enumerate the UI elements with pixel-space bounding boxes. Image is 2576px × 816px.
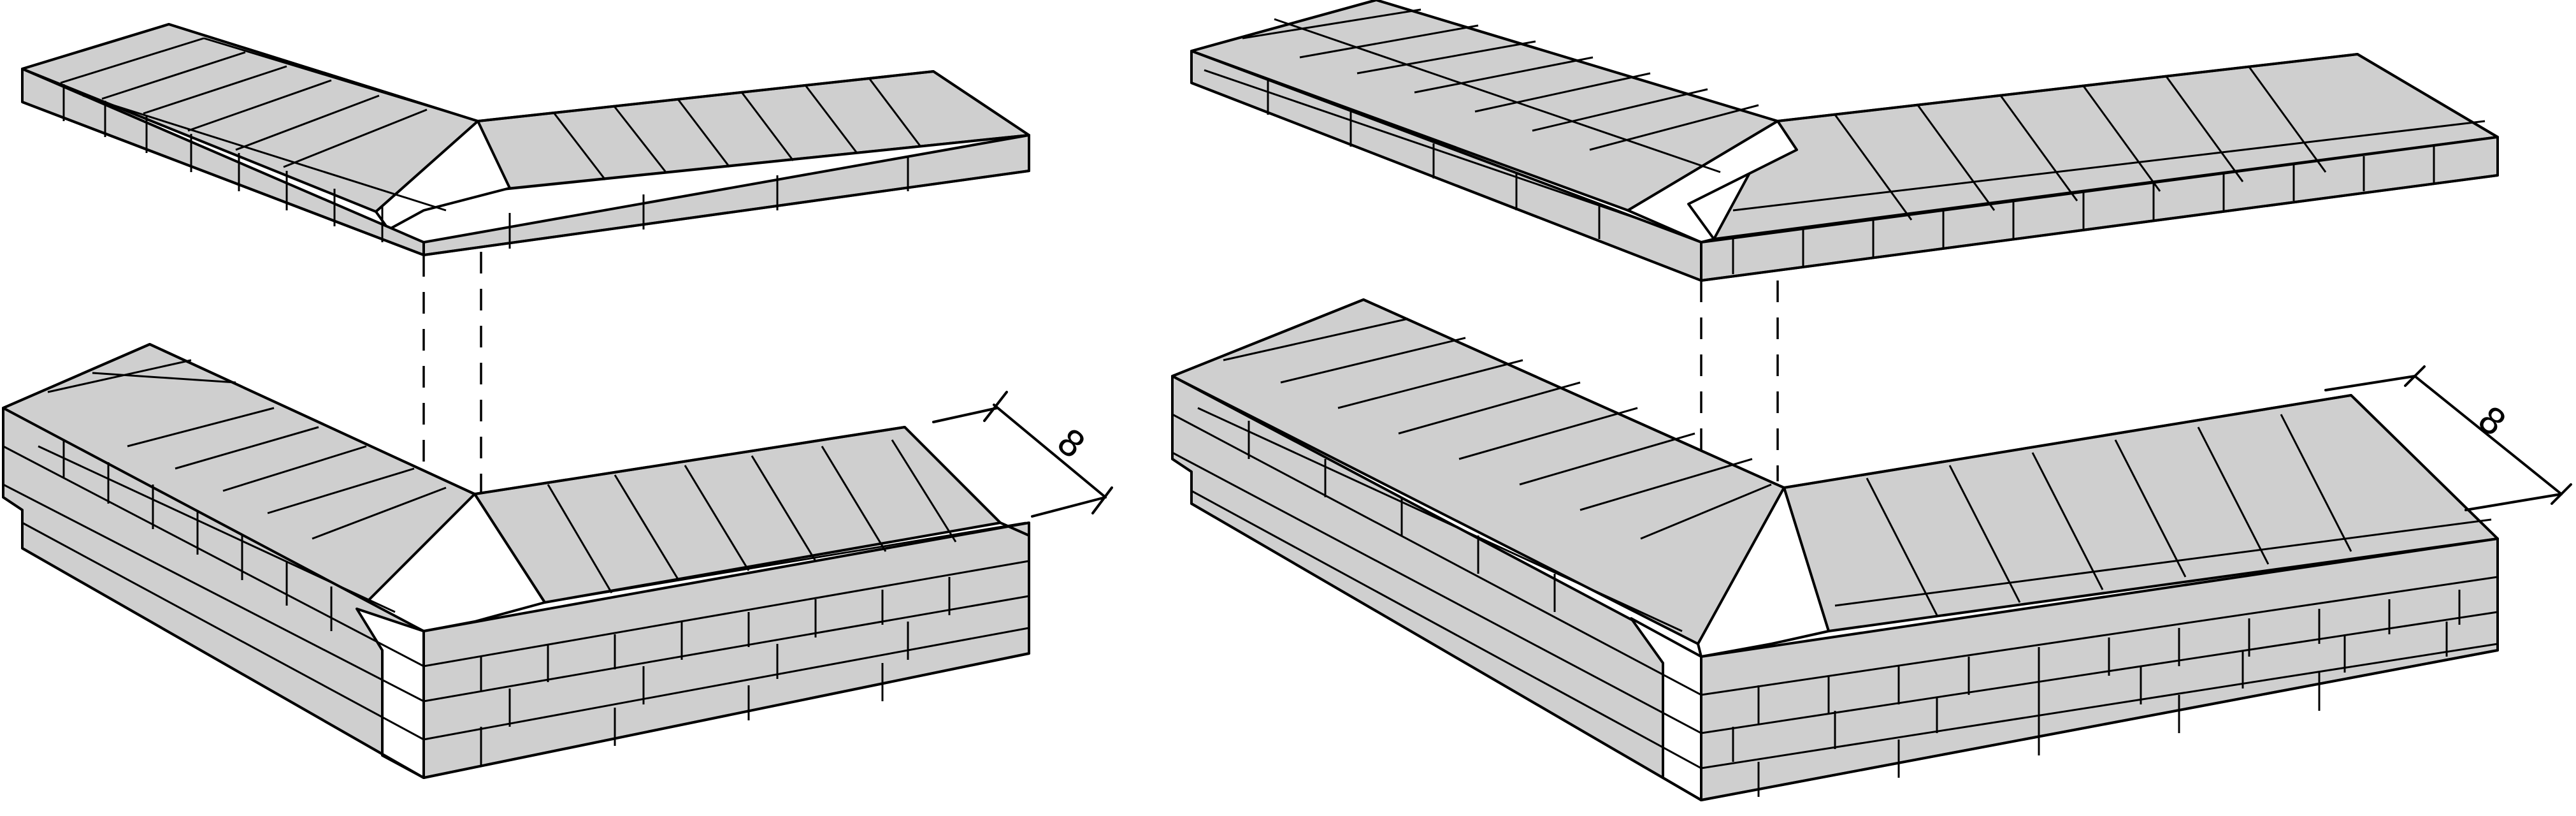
left-bottom-brick-lines — [3, 343, 1030, 765]
left-top-course — [21, 23, 1030, 256]
right-bottom-corner-white — [1697, 486, 1830, 658]
left-top-brick-lines — [60, 37, 1026, 249]
left-bottom-wall — [2, 343, 1030, 779]
right-top-course — [1190, 0, 2499, 282]
right-bottom-brick-lines — [1172, 317, 2498, 797]
right-top-brick-lines — [1204, 8, 2486, 274]
left-figure: 8 — [2, 23, 1113, 779]
right-bottom-outline — [1171, 298, 2499, 801]
left-top-outline — [21, 23, 1030, 256]
right-dimension-label: 8 — [2470, 398, 2513, 445]
right-top-outline — [1190, 0, 2499, 282]
left-bottom-outline — [2, 343, 1030, 779]
right-bottom-wall — [1171, 298, 2499, 801]
left-dimension-label: 8 — [1049, 421, 1092, 467]
right-figure: 8 — [1171, 0, 2572, 801]
